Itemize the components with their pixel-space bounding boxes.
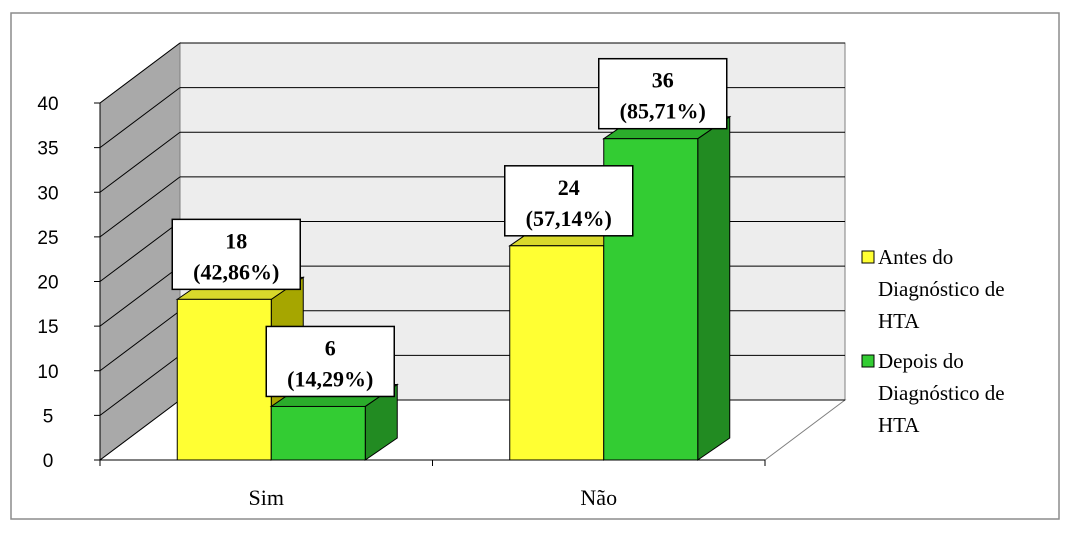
- bar: [176, 298, 272, 461]
- gridline-side: [99, 176, 181, 238]
- y-tick-label: 40: [37, 94, 58, 115]
- data-label-value: 24: [558, 175, 580, 200]
- gridline-side: [99, 131, 181, 193]
- data-label-percent: (42,86%): [193, 259, 279, 284]
- legend-swatch: [861, 250, 875, 264]
- data-label-value: 36: [652, 68, 674, 93]
- y-tick-label: 0: [43, 451, 54, 472]
- gridline-side: [99, 354, 181, 416]
- gridline-side: [99, 399, 181, 461]
- data-label-percent: (14,29%): [287, 366, 373, 391]
- legend-label: Antes do: [878, 245, 953, 269]
- legend-swatch: [861, 354, 875, 368]
- bar-side: [697, 115, 731, 461]
- legend-label: Depois do: [878, 349, 964, 373]
- y-tick-label: 25: [37, 228, 58, 249]
- gridline-side: [99, 42, 181, 104]
- data-label-percent: (57,14%): [526, 206, 612, 231]
- legend-label: Diagnóstico de: [878, 277, 1005, 301]
- y-tick-label: 5: [43, 406, 54, 427]
- data-label-value: 6: [325, 335, 336, 360]
- legend-label: Diagnóstico de: [878, 381, 1005, 405]
- data-label-percent: (85,71%): [620, 99, 706, 124]
- data-label-box: [504, 165, 634, 237]
- legend-label: HTA: [878, 309, 920, 333]
- bar: [270, 405, 366, 461]
- gridline-side: [99, 87, 181, 149]
- y-tick-label: 20: [37, 273, 58, 294]
- y-tick-label: 30: [37, 183, 58, 204]
- data-label-box: [265, 325, 395, 398]
- y-tick-label: 15: [37, 317, 58, 338]
- x-category-label: Sim: [249, 485, 284, 510]
- data-label-box: [598, 57, 728, 130]
- legend-label: HTA: [878, 413, 920, 437]
- data-label-box: [171, 218, 301, 291]
- gridline-side: [99, 310, 181, 372]
- x-category-label: Não: [580, 485, 617, 510]
- gridline-side: [99, 265, 181, 327]
- bar: [509, 245, 605, 461]
- gridline-side: [99, 221, 181, 282]
- y-tick-label: 10: [37, 362, 58, 383]
- y-tick-label: 35: [37, 139, 58, 160]
- data-label-value: 18: [225, 228, 247, 253]
